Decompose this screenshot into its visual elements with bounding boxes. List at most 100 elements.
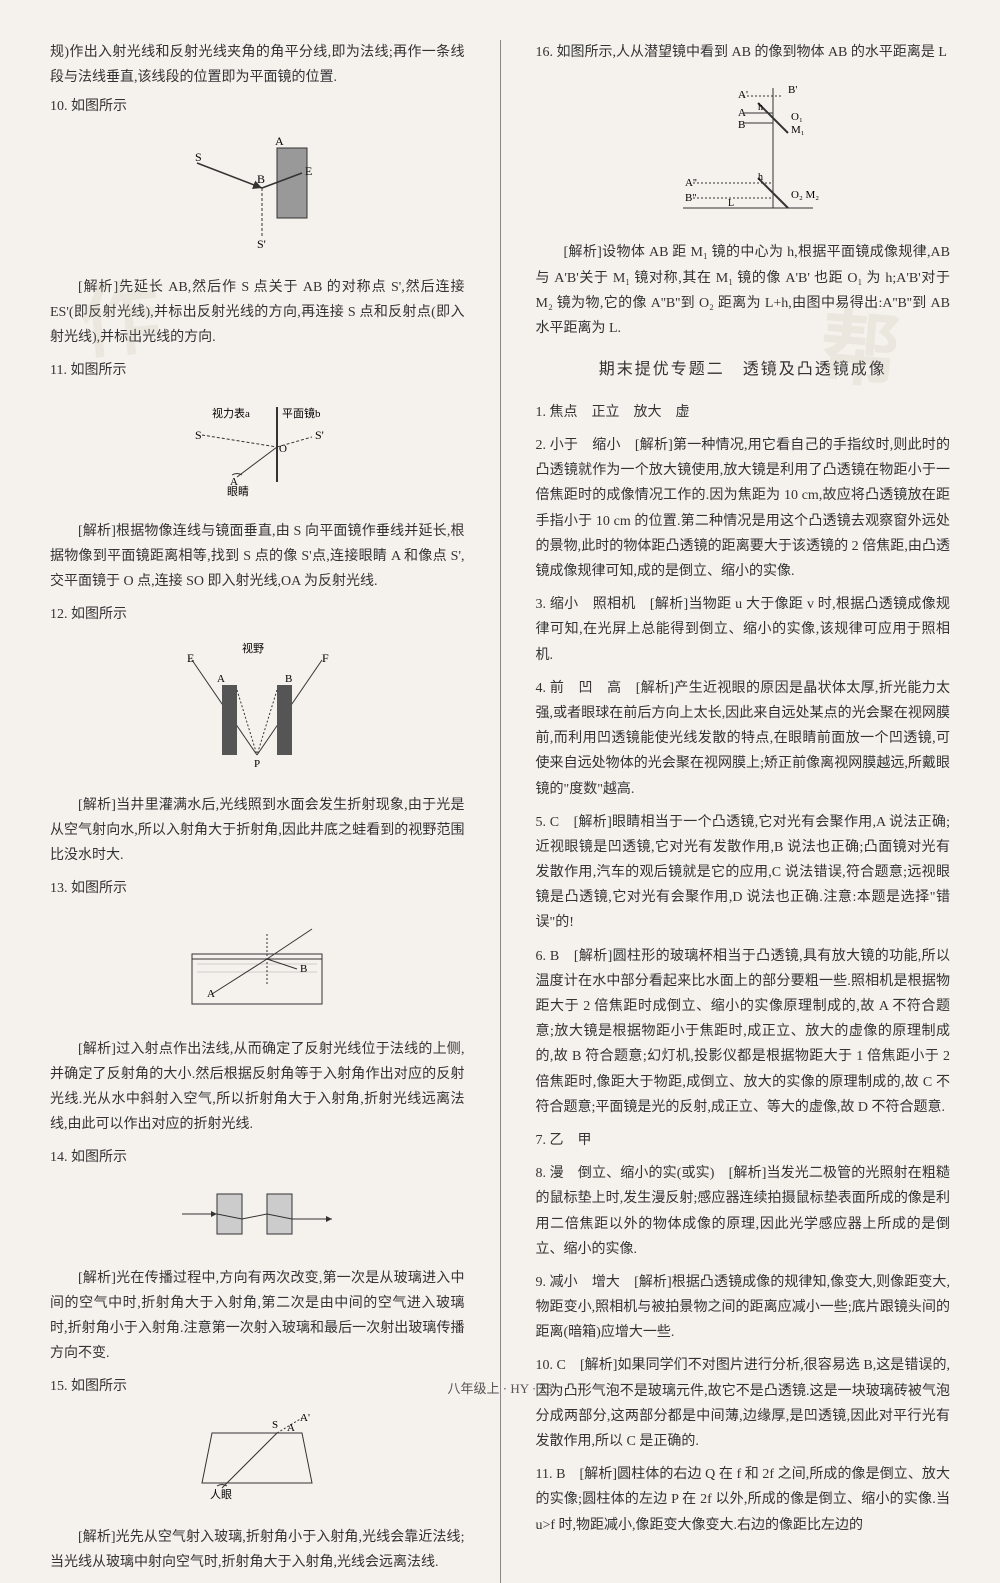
q11-analysis: [解析]根据物像连线与镜面垂直,由 S 向平面镜作垂线并延长,根据物像到平面镜距… [50, 519, 465, 595]
r-q9-text: 减小 增大 [解析]根据凸透镜成像的规律知,像变大,则像距变大,物距变小,照相机… [536, 1275, 951, 1340]
svg-text:A': A' [300, 1413, 310, 1424]
r-q11-text: B [解析]圆柱体的右边 Q 在 f 和 2f 之间,所成的像是倒立、放大的实像… [536, 1467, 951, 1532]
r-q7-num: 7. [536, 1133, 547, 1148]
q16-text: 如图所示,人从潜望镜中看到 AB 的像到物体 AB 的水平距离是 L [557, 45, 947, 60]
svg-text:B: B [285, 673, 292, 685]
q12-diagram: 视野 E F A B P [50, 635, 465, 784]
q10-text: 如图所示 [71, 99, 127, 114]
q13-num: 13. [50, 881, 68, 896]
r-q8: 8. 漫 倒立、缩小的实(或实) [解析]当发光二极管的光照射在粗糙的鼠标垫上时… [536, 1161, 951, 1262]
r-q6: 6. B [解析]圆柱形的玻璃杯相当于凸透镜,具有放大镜的功能,所以温度计在水中… [536, 944, 951, 1120]
svg-text:E: E [305, 164, 312, 178]
r-q8-text: 漫 倒立、缩小的实(或实) [解析]当发光二极管的光照射在粗糙的鼠标垫上时,发生… [536, 1166, 951, 1257]
svg-text:A: A [207, 988, 215, 1000]
svg-text:B: B [300, 963, 307, 975]
r-q9: 9. 减小 增大 [解析]根据凸透镜成像的规律知,像变大,则像距变大,物距变小,… [536, 1270, 951, 1346]
r-q11-num: 11. [536, 1467, 553, 1482]
q14-num: 14. [50, 1150, 68, 1165]
q11: 11. 如图所示 [50, 358, 465, 383]
svg-text:P: P [254, 758, 260, 770]
q11-text: 如图所示 [70, 363, 126, 378]
r-q7-text: 乙 甲 [550, 1133, 592, 1148]
svg-text:眼睛: 眼睛 [227, 485, 249, 497]
right-column: 16. 如图所示,人从潜望镜中看到 AB 的像到物体 AB 的水平距离是 L A… [536, 40, 951, 1583]
r-q7: 7. 乙 甲 [536, 1128, 951, 1153]
r-q4: 4. 前 凹 高 [解析]产生近视眼的原因是晶状体太厚,折光能力太强,或者眼球在… [536, 676, 951, 802]
r-q3-text: 缩小 照相机 [解析]当物距 u 大于像距 v 时,根据凸透镜成像规律可知,在光… [536, 597, 951, 662]
svg-text:O₂ M₂: O₂ M₂ [791, 189, 819, 201]
r-q10-num: 10. [536, 1358, 554, 1373]
q13-text: 如图所示 [71, 881, 127, 896]
r-q2-num: 2. [536, 438, 547, 453]
r-q10-text: C [解析]如果同学们不对图片进行分析,很容易选 B,这是错误的,因为凸形气泡不… [536, 1358, 951, 1449]
q10-analysis: [解析]先延长 AB,然后作 S 点关于 AB 的对称点 S',然后连接 ES'… [50, 275, 465, 351]
q10-num: 10. [50, 99, 68, 114]
svg-text:M₁: M₁ [791, 124, 805, 136]
r-q1-text: 焦点 正立 放大 虚 [550, 405, 690, 420]
r-q3: 3. 缩小 照相机 [解析]当物距 u 大于像距 v 时,根据凸透镜成像规律可知… [536, 592, 951, 668]
r-q5-text: C [解析]眼睛相当于一个凸透镜,它对光有会聚作用,A 说法正确;近视眼镜是凹透… [536, 815, 951, 931]
q10-diagram: S B E A S' [50, 128, 465, 267]
q13-diagram: A B [50, 909, 465, 1028]
r-q1: 1. 焦点 正立 放大 虚 [536, 400, 951, 425]
q12-text: 如图所示 [71, 607, 127, 622]
column-divider [500, 40, 501, 1583]
q14: 14. 如图所示 [50, 1145, 465, 1170]
r-q2-text: 小于 缩小 [解析]第一种情况,用它看自己的手指纹时,则此时的凸透镜就作为一个放… [536, 438, 951, 579]
svg-text:O: O [279, 443, 287, 455]
q11-diagram: 视力表a 平面镜b S S' O A 眼睛 [50, 392, 465, 511]
r-q4-text: 前 凹 高 [解析]产生近视眼的原因是晶状体太厚,折光能力太强,或者眼球在前后方… [536, 681, 951, 797]
q12-analysis: [解析]当井里灌满水后,光线照到水面会发生折射现象,由于光是从空气射向水,所以入… [50, 793, 465, 869]
svg-text:平面镜b: 平面镜b [282, 406, 321, 420]
q12: 12. 如图所示 [50, 602, 465, 627]
q16: 16. 如图所示,人从潜望镜中看到 AB 的像到物体 AB 的水平距离是 L [536, 40, 951, 65]
svg-text:A: A [275, 134, 284, 148]
q12-num: 12. [50, 607, 68, 622]
svg-text:O₁: O₁ [791, 111, 803, 123]
svg-text:L: L [728, 198, 734, 209]
r-q6-text: B [解析]圆柱形的玻璃杯相当于凸透镜,具有放大镜的功能,所以温度计在水中部分看… [536, 949, 951, 1115]
q16-num: 16. [536, 45, 554, 60]
page-footer: 八年级上 · HY · 25 [0, 1377, 1000, 1400]
svg-text:A: A [287, 1422, 295, 1434]
r-q8-num: 8. [536, 1166, 547, 1181]
svg-text:B: B [257, 172, 265, 186]
svg-text:E: E [187, 651, 194, 665]
svg-text:B: B [738, 119, 745, 131]
r-q2: 2. 小于 缩小 [解析]第一种情况,用它看自己的手指纹时,则此时的凸透镜就作为… [536, 433, 951, 584]
q14-text: 如图所示 [71, 1150, 127, 1165]
svg-text:h: h [758, 102, 763, 113]
r-q4-num: 4. [536, 681, 547, 696]
svg-text:A: A [217, 673, 225, 685]
svg-text:视野: 视野 [242, 641, 264, 655]
svg-text:h: h [758, 172, 763, 183]
intro-text: 规)作出入射光线和反射光线夹角的角平分线,即为法线;再作一条线段与法线垂直,该线… [50, 40, 465, 90]
svg-text:F: F [322, 651, 329, 665]
q10: 10. 如图所示 [50, 94, 465, 119]
q16-analysis: [解析]设物体 AB 距 M₁ 镜的中心为 h,根据平面镜成像规律,AB 与 A… [536, 240, 951, 341]
svg-text:S': S' [257, 237, 266, 251]
r-q5: 5. C [解析]眼睛相当于一个凸透镜,它对光有会聚作用,A 说法正确;近视眼镜… [536, 810, 951, 936]
r-q3-num: 3. [536, 597, 547, 612]
r-q10: 10. C [解析]如果同学们不对图片进行分析,很容易选 B,这是错误的,因为凸… [536, 1353, 951, 1454]
svg-text:A'': A'' [685, 177, 697, 189]
q14-diagram [50, 1179, 465, 1258]
q16-diagram: A' B' A B O₁ M₁ h A'' B'' O₂ M₂ h L [536, 73, 951, 232]
q15-analysis: [解析]光先从空气射入玻璃,折射角小于入射角,光线会靠近法线;当光线从玻璃中射向… [50, 1525, 465, 1575]
svg-text:S: S [195, 150, 202, 164]
svg-text:人眼: 人眼 [210, 1488, 232, 1501]
r-q5-num: 5. [536, 815, 547, 830]
svg-text:S': S' [315, 428, 324, 442]
r-q9-num: 9. [536, 1275, 547, 1290]
section-title: 期末提优专题二 透镜及凸透镜成像 [536, 356, 951, 385]
q15-diagram: A' A S 人眼 [50, 1408, 465, 1517]
left-column: 规)作出入射光线和反射光线夹角的角平分线,即为法线;再作一条线段与法线垂直,该线… [50, 40, 465, 1583]
svg-text:S: S [272, 1419, 278, 1431]
r-q6-num: 6. [536, 949, 547, 964]
svg-text:视力表a: 视力表a [212, 406, 250, 420]
q13: 13. 如图所示 [50, 876, 465, 901]
r-q1-num: 1. [536, 405, 547, 420]
r-q11: 11. B [解析]圆柱体的右边 Q 在 f 和 2f 之间,所成的像是倒立、放… [536, 1462, 951, 1538]
page-content: 规)作出入射光线和反射光线夹角的角平分线,即为法线;再作一条线段与法线垂直,该线… [50, 40, 950, 1583]
svg-text:S: S [195, 428, 202, 442]
